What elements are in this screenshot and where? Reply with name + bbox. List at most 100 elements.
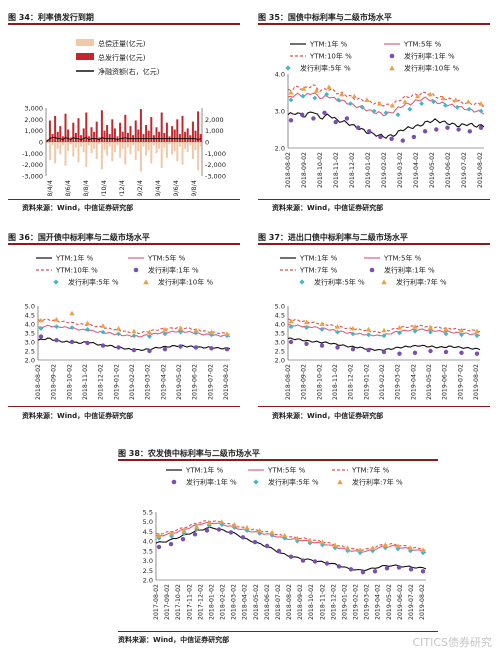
maturity-bar xyxy=(168,142,171,145)
figure-34: 图 34：利率债发行到期 总偿还量(亿元) 总发行量(亿元) 净融资额(右，亿元) 3… xyxy=(8,6,240,218)
maturity-bar xyxy=(93,142,96,149)
issuance-bar xyxy=(121,131,124,142)
figure-37-title: 图 37：进出口债中标利率与二级市场水平 xyxy=(258,233,408,242)
auction-marker xyxy=(69,325,75,330)
issuance-bar xyxy=(171,126,174,142)
y-tick-label-left: -2,000 xyxy=(22,161,43,169)
legend-label: YTM:10年 % xyxy=(309,52,352,61)
auction-marker xyxy=(178,344,183,349)
auction-marker xyxy=(282,535,288,541)
issuance-bar xyxy=(186,128,189,142)
auction-marker xyxy=(478,101,484,106)
maturity-bar xyxy=(54,142,57,164)
auction-marker xyxy=(257,527,263,533)
auction-marker xyxy=(269,529,275,535)
maturity-bar xyxy=(48,142,51,161)
auction-marker xyxy=(335,329,340,335)
auction-marker xyxy=(156,535,162,541)
issuance-bar xyxy=(59,126,62,142)
maturity-bar xyxy=(98,142,101,145)
auction-marker xyxy=(307,537,313,543)
auction-marker xyxy=(427,325,434,330)
legend-swatch xyxy=(133,267,139,273)
auction-marker xyxy=(206,520,212,525)
maturity-bar xyxy=(173,142,176,152)
auction-marker xyxy=(344,116,350,121)
figure-35-title: 图 35：国债中标利率与二级市场水平 xyxy=(258,13,392,22)
x-tick-label: 2018-12-02 xyxy=(348,364,355,400)
auction-marker xyxy=(395,112,401,118)
maturity-bar xyxy=(80,142,83,147)
legend-label: 总发行量(亿元) xyxy=(98,53,146,62)
issuance-bar xyxy=(194,130,197,142)
issuance-bar xyxy=(106,125,109,142)
maturity-bar xyxy=(137,142,140,152)
maturity-bar xyxy=(186,142,189,153)
maturity-bar xyxy=(142,142,145,147)
maturity-bar xyxy=(85,142,88,167)
watermark: CITICS债券研究 xyxy=(412,636,492,649)
x-tick-label: 2018-01-02 xyxy=(208,584,215,620)
auction-marker xyxy=(350,331,356,337)
maturity-bar xyxy=(95,142,98,159)
auction-marker xyxy=(348,101,353,106)
y-tick-label: 4.0 xyxy=(275,71,285,79)
issuance-bar xyxy=(74,132,77,142)
legend-label: 发行利率:7年 % xyxy=(352,478,403,487)
auction-marker xyxy=(357,547,363,552)
auction-marker xyxy=(311,116,316,121)
issuance-bar xyxy=(181,115,184,142)
auction-marker xyxy=(53,316,60,322)
auction-marker xyxy=(383,110,389,116)
y-tick-label: 3.5 xyxy=(143,547,153,555)
issuance-bar xyxy=(199,134,202,142)
x-tick-label: 2019-08-02 xyxy=(419,584,426,620)
maturity-bar xyxy=(132,142,135,146)
auction-marker xyxy=(209,332,214,338)
auction-marker xyxy=(240,535,246,540)
x-tick-label: 2019-07-02 xyxy=(408,584,415,620)
x-tick-label: 2019-02-02 xyxy=(353,584,360,620)
auction-marker xyxy=(428,329,433,335)
auction-marker xyxy=(350,347,356,352)
auction-marker xyxy=(319,539,325,545)
auction-marker xyxy=(364,97,370,102)
y-tick-label-left: 2,000 xyxy=(24,116,43,124)
auction-marker xyxy=(194,524,200,529)
maturity-bar xyxy=(139,142,142,172)
y-tick-label: 3.0 xyxy=(275,108,285,116)
legend-label: YTM:1年 % xyxy=(299,254,338,263)
issuance-bar xyxy=(145,125,148,142)
issuance-bar xyxy=(173,129,176,142)
x-tick-label: 2019-07-02 xyxy=(207,364,214,400)
maturity-bar xyxy=(74,142,77,148)
auction-marker xyxy=(231,522,237,527)
legend-swatch xyxy=(369,267,375,273)
legend-label: YTM:1年 % xyxy=(55,254,94,263)
auction-marker xyxy=(288,339,294,345)
auction-marker xyxy=(313,88,319,93)
auction-marker xyxy=(467,129,472,134)
figure-36-title-rule xyxy=(8,243,240,245)
auction-marker xyxy=(382,542,388,547)
issuance-bar xyxy=(93,131,96,142)
y-tick-label: 3.5 xyxy=(275,330,285,338)
auction-marker xyxy=(396,325,403,330)
x-tick-label: 2018-10-02 xyxy=(316,364,323,400)
auction-marker xyxy=(216,527,222,532)
x-tick-label: 2019-05-02 xyxy=(426,364,433,400)
x-tick-label: 2018-06-02 xyxy=(264,584,271,620)
auction-marker xyxy=(288,97,294,103)
x-tick-label: 2019-07-02 xyxy=(461,152,468,188)
auction-marker xyxy=(147,334,152,339)
auction-marker xyxy=(322,110,327,116)
x-tick-label: 2019-03-02 xyxy=(145,364,152,400)
auction-marker xyxy=(147,348,152,354)
auction-marker xyxy=(38,334,44,339)
figure-38: 图 38：农发债中标利率与二级市场水平 YTM:1年 % YTM:5年 % YTM:… xyxy=(118,438,438,650)
x-tick-label: 2019-04-02 xyxy=(375,584,382,620)
issuance-bar xyxy=(119,122,122,142)
auction-marker xyxy=(162,331,168,337)
auction-marker xyxy=(288,554,294,559)
auction-marker xyxy=(288,118,294,123)
